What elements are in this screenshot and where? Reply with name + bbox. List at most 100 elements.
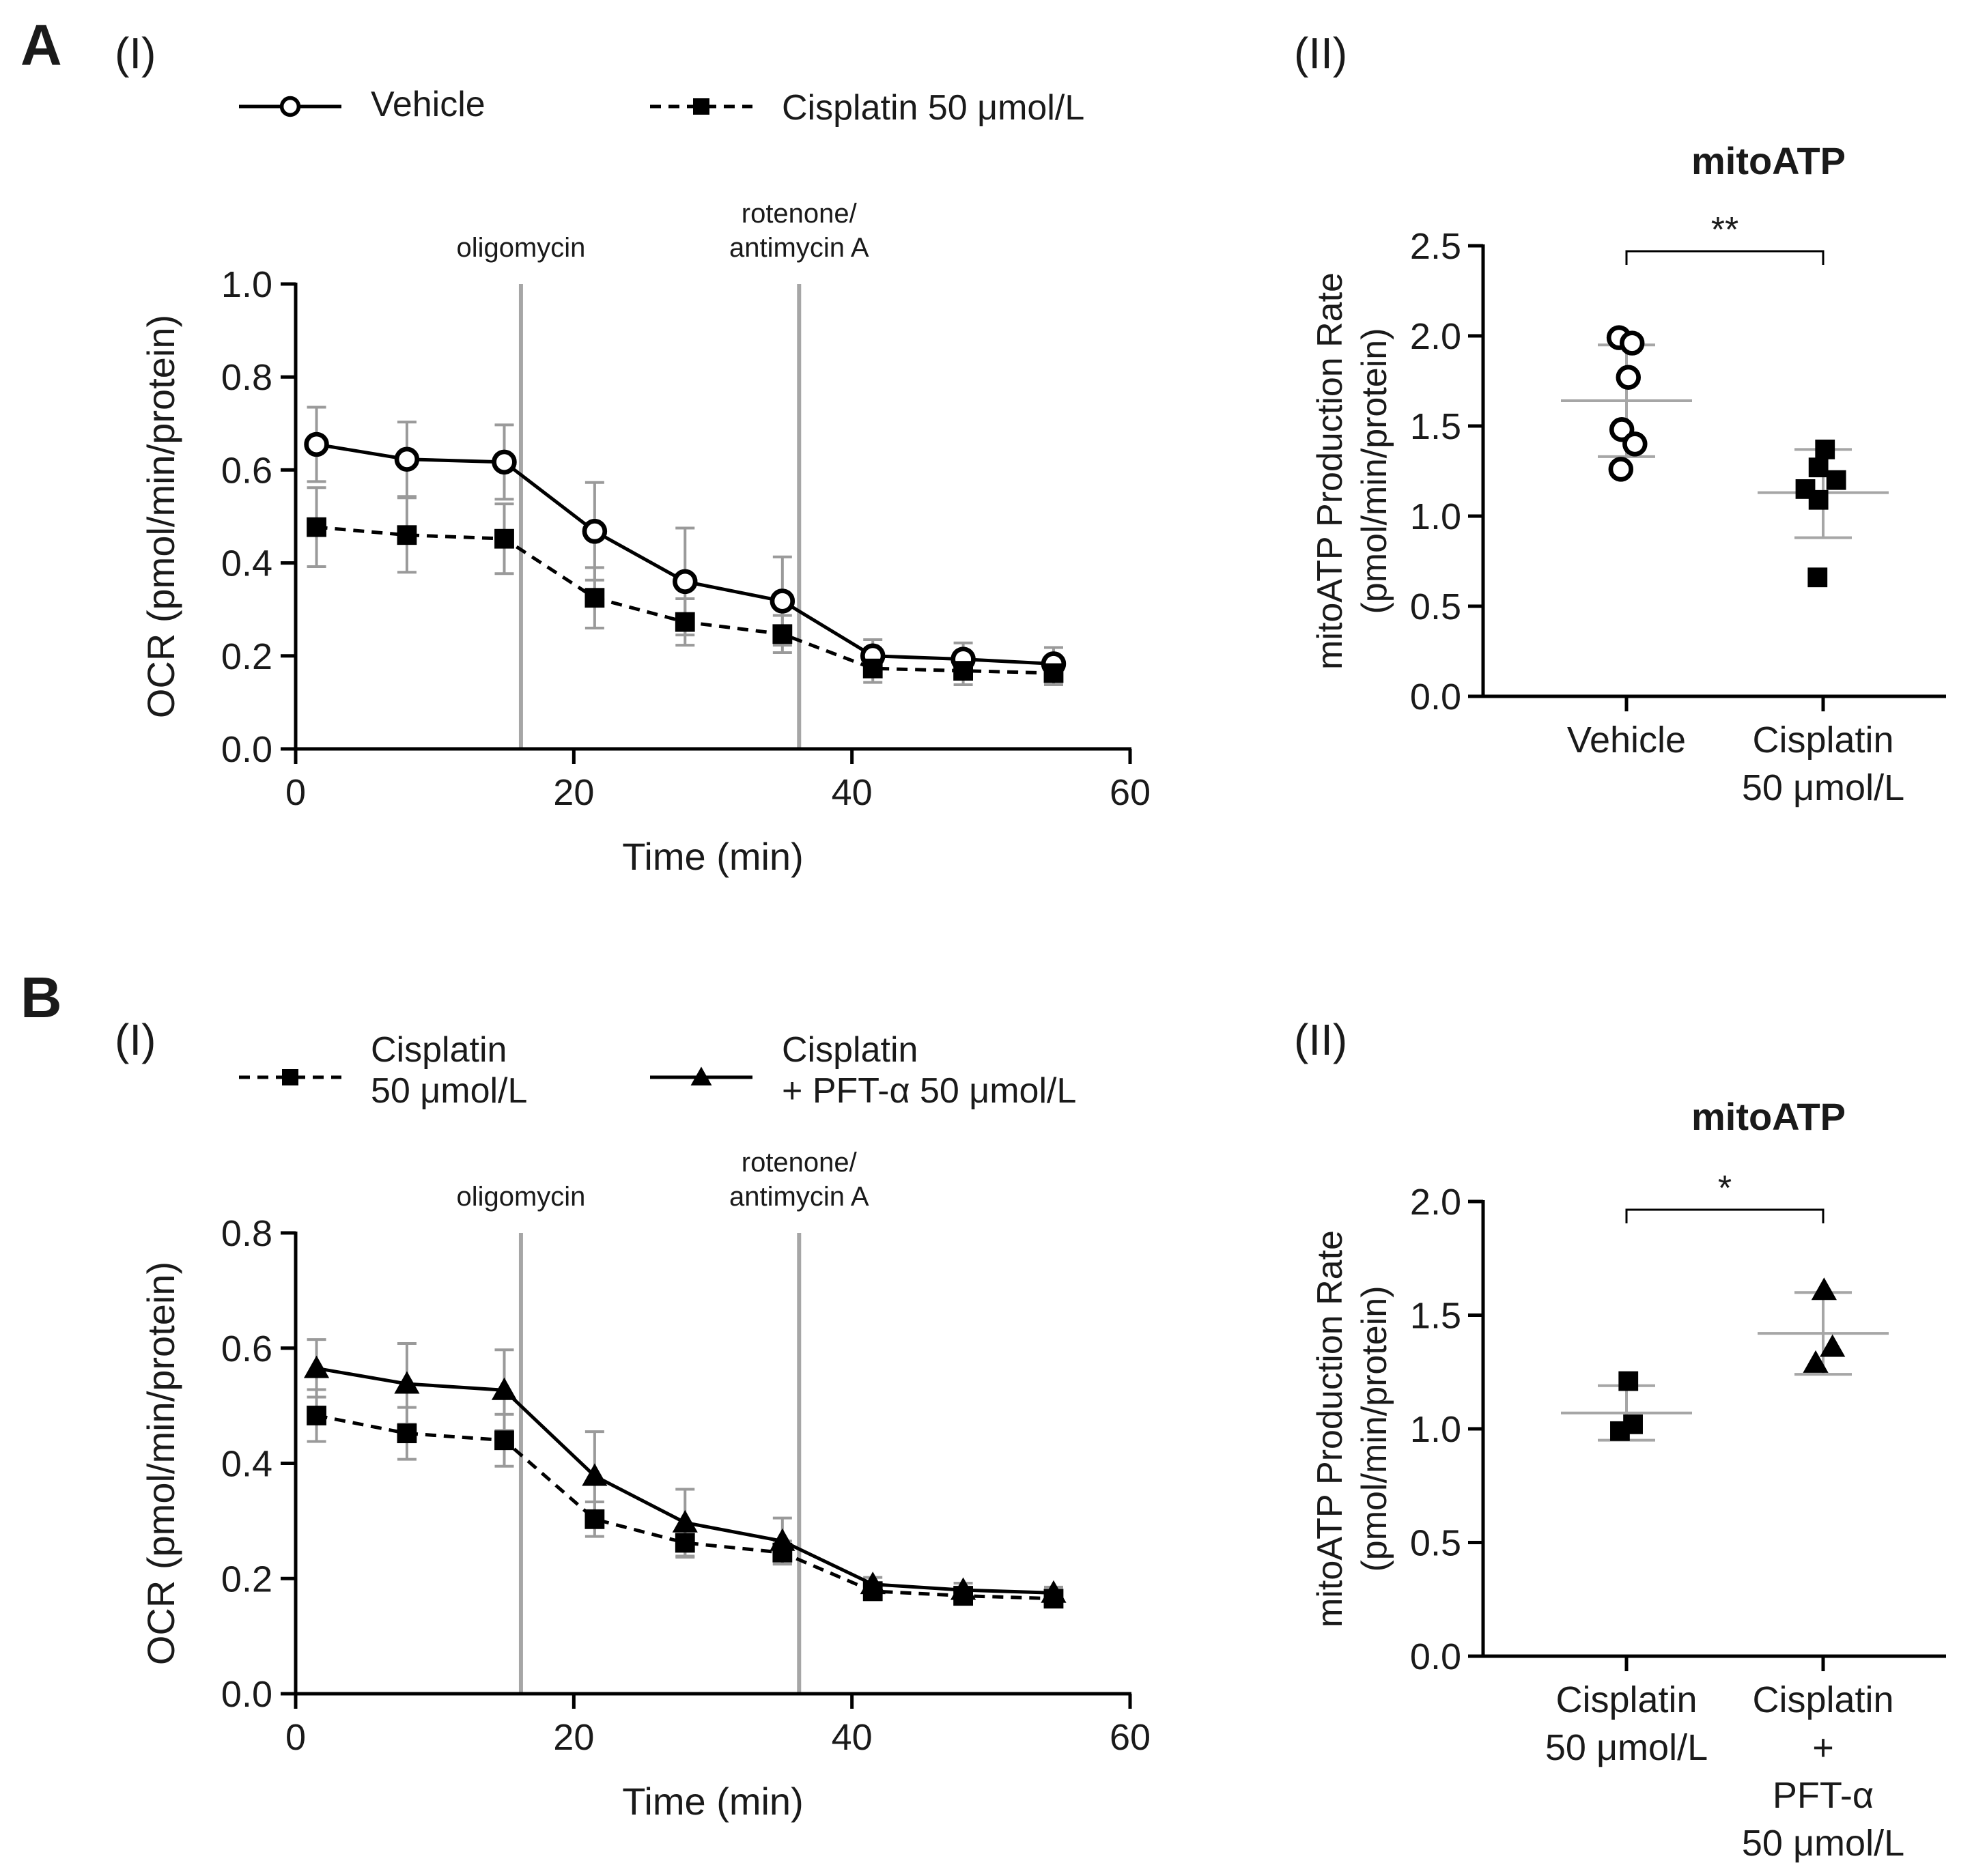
data-point bbox=[582, 1463, 608, 1486]
y-axis-label: mitoATP Production Rate bbox=[1310, 272, 1350, 670]
y-tick-label: 0.5 bbox=[1410, 586, 1461, 627]
x-tick-label: 0 bbox=[285, 1717, 306, 1758]
x-tick-label: Vehicle bbox=[1567, 720, 1686, 761]
data-point bbox=[1808, 489, 1829, 510]
y-tick-label: 1.0 bbox=[1410, 496, 1461, 537]
y-axis-label: (pmol/min/protein) bbox=[1355, 1285, 1394, 1572]
chart-a2-mitoatp-scatter: (II) mitoATP 0.0 0.5 1.0 1.5 2.0 2.5 mitoATP Pro… bbox=[1294, 29, 1946, 808]
event-label: rotenone/ bbox=[742, 199, 858, 229]
data-point bbox=[492, 449, 517, 475]
panel-sublabel: (II) bbox=[1294, 1015, 1347, 1064]
data-point bbox=[770, 1528, 795, 1551]
event-label: antimycin A bbox=[729, 233, 869, 263]
y-tick-label: 0.6 bbox=[221, 1328, 272, 1369]
x-tick-label: Cisplatin bbox=[1555, 1679, 1697, 1720]
y-tick-label: 0.2 bbox=[221, 636, 272, 677]
y-tick-label: 1.0 bbox=[1410, 1409, 1461, 1450]
data-point bbox=[397, 525, 417, 545]
data-point bbox=[673, 569, 698, 595]
chart-a1-ocr-line: (I) Vehicle Cisplatin 50 μmol/L oligomycin r… bbox=[115, 29, 1151, 878]
event-label: oligomycin bbox=[456, 1182, 585, 1212]
panel-sublabel: (I) bbox=[115, 29, 156, 78]
legend-marker bbox=[282, 1069, 298, 1085]
legend-label: Vehicle bbox=[371, 85, 485, 124]
data-point bbox=[860, 1572, 886, 1595]
y-tick-label: 0.0 bbox=[1410, 1636, 1461, 1677]
x-tick-label: 0 bbox=[285, 772, 306, 813]
data-point bbox=[1622, 431, 1648, 457]
legend-label: 50 μmol/L bbox=[371, 1071, 527, 1111]
data-point bbox=[1811, 1277, 1837, 1301]
x-tick-label: 40 bbox=[832, 772, 873, 813]
panel-sublabel: (II) bbox=[1294, 29, 1347, 78]
data-point bbox=[1808, 457, 1829, 478]
y-tick-label: 1.5 bbox=[1410, 1296, 1461, 1337]
y-tick-label: 0.0 bbox=[221, 1674, 272, 1715]
data-point bbox=[672, 1509, 698, 1533]
data-point bbox=[1618, 1371, 1639, 1391]
data-point bbox=[304, 431, 329, 457]
significance-stars: ** bbox=[1711, 210, 1738, 250]
y-tick-label: 0.4 bbox=[221, 543, 272, 584]
data-point bbox=[770, 588, 795, 614]
event-label: antimycin A bbox=[729, 1182, 869, 1212]
x-tick-label: 20 bbox=[553, 1717, 594, 1758]
y-tick-label: 0.8 bbox=[221, 357, 272, 398]
data-point bbox=[491, 1377, 518, 1400]
data-point bbox=[1815, 439, 1835, 459]
y-axis-label: mitoATP Production Rate bbox=[1310, 1230, 1350, 1628]
data-point bbox=[675, 612, 695, 632]
event-label: oligomycin bbox=[456, 233, 585, 263]
series-line bbox=[316, 1366, 1054, 1595]
x-tick-label: 40 bbox=[832, 1717, 873, 1758]
y-axis-label: OCR (pmol/min/protein) bbox=[139, 315, 182, 718]
x-tick-label: 50 μmol/L bbox=[1742, 1823, 1904, 1864]
event-label: rotenone/ bbox=[742, 1148, 858, 1178]
x-tick-label: + bbox=[1812, 1727, 1834, 1768]
y-tick-label: 2.0 bbox=[1410, 1182, 1461, 1223]
data-point bbox=[394, 1371, 420, 1394]
data-point bbox=[950, 1577, 976, 1600]
y-tick-label: 0.0 bbox=[221, 729, 272, 770]
data-point bbox=[1807, 567, 1828, 588]
legend-label: + PFT-α 50 μmol/L bbox=[782, 1071, 1076, 1111]
data-point bbox=[1041, 1580, 1067, 1603]
x-tick-label: Cisplatin bbox=[1752, 1679, 1893, 1720]
y-tick-label: 0.2 bbox=[221, 1559, 272, 1600]
y-tick-label: 0.6 bbox=[221, 450, 272, 491]
data-point bbox=[862, 658, 883, 679]
y-tick-label: 0.4 bbox=[221, 1444, 272, 1485]
y-tick-label: 2.5 bbox=[1410, 226, 1461, 267]
y-tick-label: 0.0 bbox=[1410, 677, 1461, 717]
x-axis-label: Time (min) bbox=[622, 835, 803, 878]
data-point bbox=[1619, 330, 1645, 356]
y-tick-label: 0.8 bbox=[221, 1213, 272, 1254]
data-point bbox=[394, 446, 420, 472]
data-point bbox=[1623, 1414, 1643, 1434]
data-point bbox=[1826, 470, 1846, 490]
significance-bracket bbox=[1625, 250, 1825, 265]
data-point bbox=[584, 1509, 605, 1529]
data-point bbox=[1820, 1334, 1846, 1357]
x-tick-label: 50 μmol/L bbox=[1742, 767, 1904, 808]
panel-a-letter: A bbox=[20, 13, 62, 77]
x-tick-label: 50 μmol/L bbox=[1545, 1727, 1708, 1768]
legend-label: Cisplatin 50 μmol/L bbox=[782, 88, 1084, 128]
x-axis-label: Time (min) bbox=[622, 1780, 803, 1823]
data-point bbox=[584, 588, 605, 608]
y-tick-label: 2.0 bbox=[1410, 316, 1461, 357]
y-tick-label: 1.0 bbox=[221, 264, 272, 305]
data-point bbox=[1616, 365, 1641, 390]
data-point bbox=[582, 519, 608, 544]
significance-stars: * bbox=[1718, 1169, 1732, 1208]
data-point bbox=[303, 1355, 330, 1378]
chart-title: mitoATP bbox=[1691, 1095, 1846, 1138]
data-point bbox=[1803, 1350, 1829, 1373]
legend-marker bbox=[690, 1066, 712, 1085]
significance-bracket bbox=[1625, 1208, 1825, 1223]
x-tick-label: 60 bbox=[1110, 1717, 1151, 1758]
x-tick-label: 20 bbox=[553, 772, 594, 813]
data-point bbox=[1608, 457, 1634, 482]
